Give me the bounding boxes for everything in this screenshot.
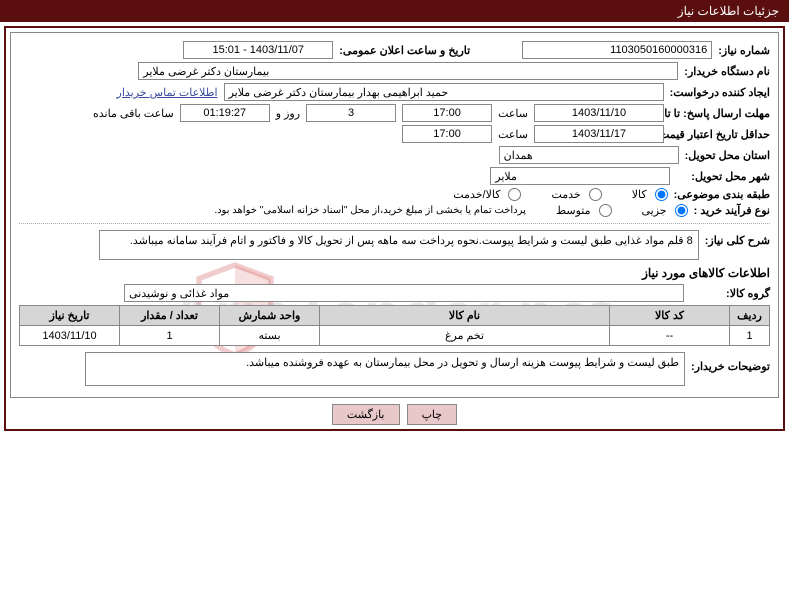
th-unit: واحد شمارش	[220, 306, 320, 326]
radio-khedmat[interactable]	[589, 188, 602, 201]
buyer-notes-label: توضیحات خریدار:	[691, 352, 770, 373]
buyer-org-field: بیمارستان دکتر غرضی ملایر	[138, 62, 678, 80]
radio-kala-label: کالا	[632, 188, 647, 201]
th-qty: تعداد / مقدار	[120, 306, 220, 326]
general-desc-label: شرح کلی نیاز:	[705, 230, 770, 247]
goods-group-field: مواد غذائی و نوشیدنی	[124, 284, 684, 302]
need-number-field: 1103050160000316	[522, 41, 712, 59]
table-row: 1 -- تخم مرغ بسته 1 1403/11/10	[20, 326, 770, 346]
back-button[interactable]: بازگشت	[332, 404, 400, 425]
deadline-date-field: 1403/11/10	[534, 104, 664, 122]
th-row: ردیف	[730, 306, 770, 326]
deadline-time-field: 17:00	[402, 104, 492, 122]
td-date: 1403/11/10	[20, 326, 120, 346]
td-row: 1	[730, 326, 770, 346]
subject-class-label: طبقه بندی موضوعی:	[674, 188, 770, 201]
td-code: --	[610, 326, 730, 346]
delivery-province-field: همدان	[499, 146, 679, 164]
countdown-field: 01:19:27	[180, 104, 270, 122]
radio-motavaset-label: متوسط	[556, 204, 591, 217]
td-name: تخم مرغ	[320, 326, 610, 346]
th-name: نام کالا	[320, 306, 610, 326]
delivery-city-field: ملایر	[490, 167, 670, 185]
deadline-label: مهلت ارسال پاسخ: تا تاریخ:	[670, 107, 770, 120]
page-header: جزئیات اطلاعات نیاز	[0, 0, 789, 22]
delivery-city-label: شهر محل تحویل:	[691, 170, 770, 183]
announce-datetime-label: تاریخ و ساعت اعلان عمومی:	[339, 44, 470, 57]
radio-kala[interactable]	[655, 188, 668, 201]
td-qty: 1	[120, 326, 220, 346]
need-number-label: شماره نیاز:	[718, 44, 770, 57]
buyer-contact-link[interactable]: اطلاعات تماس خریدار	[117, 86, 218, 99]
radio-jozi[interactable]	[675, 204, 688, 217]
radio-kala-khedmat[interactable]	[508, 188, 521, 201]
days-and-label: روز و	[276, 107, 300, 120]
creator-field: حمید ابراهیمی بهدار بیمارستان دکتر غرضی …	[224, 83, 664, 101]
buyer-org-label: نام دستگاه خریدار:	[684, 65, 770, 78]
radio-khedmat-label: خدمت	[551, 188, 580, 201]
time-label-1: ساعت	[498, 107, 528, 120]
validity-label: حداقل تاریخ اعتبار قیمت: تا تاریخ:	[670, 128, 770, 141]
remaining-label: ساعت باقی مانده	[93, 107, 174, 120]
radio-jozi-label: جزیی	[642, 204, 667, 217]
delivery-province-label: استان محل تحویل:	[685, 149, 770, 162]
validity-date-field: 1403/11/17	[534, 125, 664, 143]
goods-table: ردیف کد کالا نام کالا واحد شمارش تعداد /…	[19, 305, 770, 346]
days-remaining-field: 3	[306, 104, 396, 122]
general-desc-box: 8 قلم مواد غذایی طبق لیست و شرایط پیوست.…	[99, 230, 699, 260]
time-label-2: ساعت	[498, 128, 528, 141]
buyer-notes-box: طبق لیست و شرایط پیوست هزینه ارسال و تحو…	[85, 352, 685, 386]
radio-motavaset[interactable]	[599, 204, 612, 217]
goods-group-label: گروه کالا:	[726, 287, 770, 300]
creator-label: ایجاد کننده درخواست:	[670, 86, 770, 99]
validity-time-field: 17:00	[402, 125, 492, 143]
radio-kala-khedmat-label: کالا/خدمت	[453, 188, 500, 201]
print-button[interactable]: چاپ	[407, 404, 458, 425]
th-code: کد کالا	[610, 306, 730, 326]
td-unit: بسته	[220, 326, 320, 346]
goods-info-title: اطلاعات کالاهای مورد نیاز	[19, 266, 770, 280]
announce-datetime-field: 1403/11/07 - 15:01	[183, 41, 333, 59]
process-type-label: نوع فرآیند خرید :	[694, 204, 770, 217]
th-date: تاریخ نیاز	[20, 306, 120, 326]
process-note: پرداخت تمام یا بخشی از مبلغ خرید،از محل …	[214, 205, 526, 216]
